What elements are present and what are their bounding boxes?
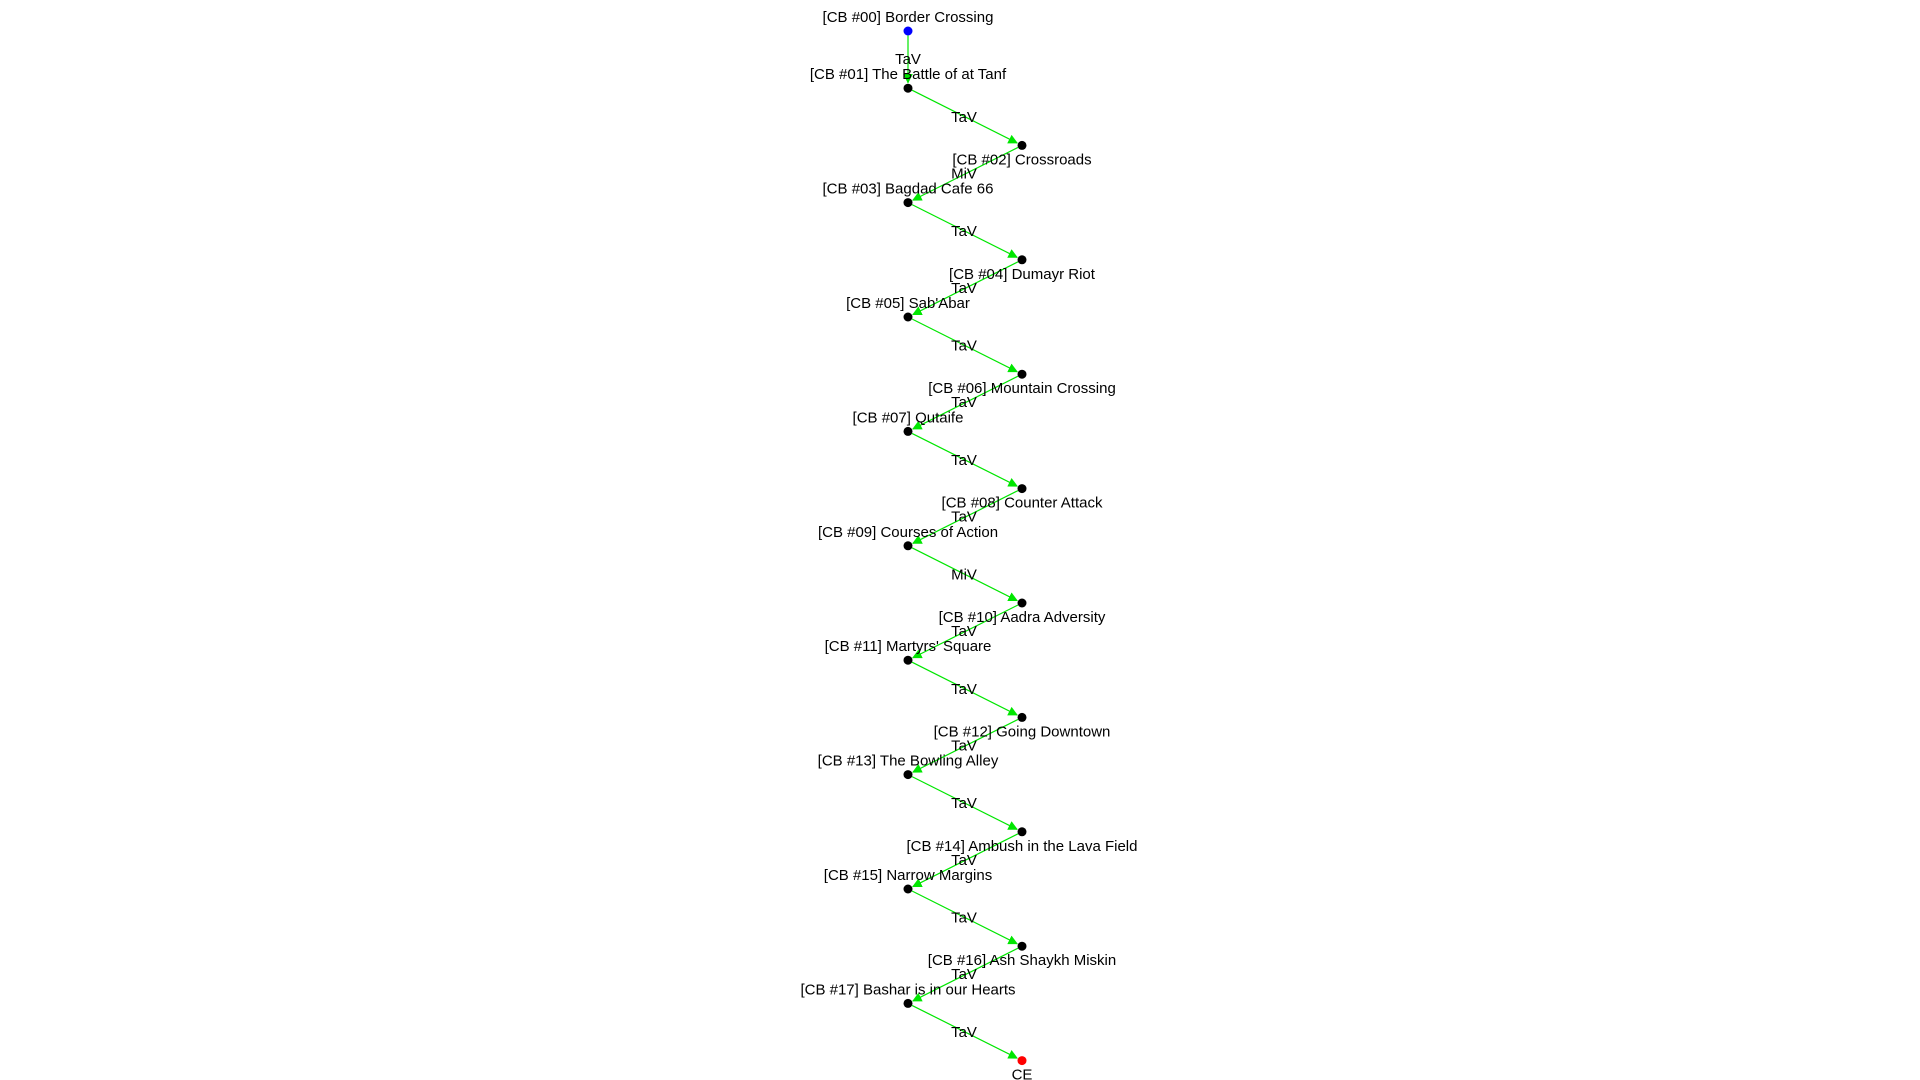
edge-label: TaV	[951, 338, 977, 355]
scenario-node[interactable]	[1017, 255, 1027, 265]
nodes-layer: [CB #00] Border Crossing [CB #01] The Bat…	[800, 9, 1137, 1080]
scenario-node[interactable]	[1017, 140, 1027, 150]
scenario-node[interactable]	[903, 426, 913, 436]
node-label: [CB #11] Martyrs' Square	[825, 638, 992, 655]
edge-label: TaV	[951, 852, 977, 869]
edge-n11-n12	[911, 661, 1018, 716]
edge-n16-n17	[912, 947, 1019, 1002]
edge-label: TaV	[895, 51, 921, 68]
edge-label: TaV	[951, 623, 977, 640]
node-label: [CB #01] The Battle of at Tanf	[810, 66, 1007, 83]
node-label: [CB #06] Mountain Crossing	[928, 380, 1116, 397]
node-label: [CB #13] The Bowling Alley	[818, 753, 999, 770]
node-label: [CB #05] Sab'Abar	[846, 295, 970, 312]
edge-n07-n08	[911, 432, 1018, 487]
edge-label: TaV	[951, 795, 977, 812]
node-label: [CB #12] Going Downtown	[934, 723, 1111, 740]
node-label: [CB #17] Bashar is in our Hearts	[800, 981, 1015, 998]
edge-n14-n15	[912, 833, 1019, 888]
edge-label: TaV	[951, 966, 977, 983]
edge-n15-n16	[911, 890, 1018, 945]
scenario-node[interactable]	[1017, 369, 1027, 379]
edge-n17-ce	[911, 1004, 1018, 1059]
node-label: [CB #15] Narrow Margins	[824, 867, 992, 884]
edge-n05-n06	[911, 318, 1018, 373]
node-label: [CB #10] Aadra Adversity	[939, 609, 1106, 626]
edge-n13-n14	[911, 776, 1018, 830]
scenario-node[interactable]	[1017, 712, 1027, 722]
edge-label: MiV	[951, 165, 977, 182]
node-label: [CB #00] Border Crossing	[823, 9, 994, 26]
edges-layer: TaV TaV MiV TaV TaV TaV TaV TaV TaV MiV TaV TaV TaV T…	[895, 35, 1019, 1059]
node-label: [CB #07] Qutaife	[853, 409, 964, 426]
edge-label: TaV	[951, 109, 977, 126]
scenario-node[interactable]	[903, 884, 913, 894]
end-node[interactable]	[1017, 1056, 1027, 1066]
scenario-node[interactable]	[903, 655, 913, 665]
edge-label: TaV	[951, 509, 977, 526]
node-label: [CB #02] Crossroads	[952, 151, 1091, 168]
edge-n08-n09	[912, 490, 1019, 544]
edge-n10-n11	[912, 604, 1019, 659]
edge-label: TaV	[951, 737, 977, 754]
edge-label: MiV	[951, 566, 977, 583]
edge-label: TaV	[951, 280, 977, 297]
scenario-node[interactable]	[1017, 598, 1027, 608]
edge-n09-n10	[911, 547, 1018, 602]
node-label: [CB #08] Counter Attack	[942, 495, 1103, 512]
edge-n03-n04	[911, 204, 1018, 258]
node-label: [CB #14] Ambush in the Lava Field	[907, 838, 1138, 855]
scenario-node[interactable]	[903, 83, 913, 93]
scenario-node[interactable]	[903, 312, 913, 322]
edge-label: TaV	[951, 394, 977, 411]
edge-n12-n13	[912, 718, 1019, 773]
node-label: [CB #16] Ash Shaykh Miskin	[928, 952, 1116, 969]
edge-label: TaV	[951, 1024, 977, 1041]
node-label: [CB #04] Dumayr Riot	[949, 266, 1096, 283]
scenario-node[interactable]	[903, 541, 913, 551]
edge-label: TaV	[951, 910, 977, 927]
scenario-node[interactable]	[1017, 484, 1027, 494]
edge-n02-n03	[912, 146, 1019, 201]
edge-label: TaV	[951, 681, 977, 698]
edge-n04-n05	[912, 261, 1019, 316]
node-label: [CB #03] Bagdad Cafe 66	[823, 181, 994, 198]
edge-n01-n02	[911, 89, 1018, 144]
node-label: CE	[1012, 1067, 1033, 1080]
scenario-node[interactable]	[1017, 941, 1027, 951]
scenario-node[interactable]	[1017, 827, 1027, 837]
edge-n06-n07	[912, 375, 1019, 430]
edge-label: TaV	[951, 223, 977, 240]
scenario-node[interactable]	[903, 198, 913, 208]
scenario-node[interactable]	[903, 998, 913, 1008]
start-node[interactable]	[903, 26, 913, 36]
node-label: [CB #09] Courses of Action	[818, 524, 998, 541]
edge-label: TaV	[951, 452, 977, 469]
scenario-node[interactable]	[903, 770, 913, 780]
